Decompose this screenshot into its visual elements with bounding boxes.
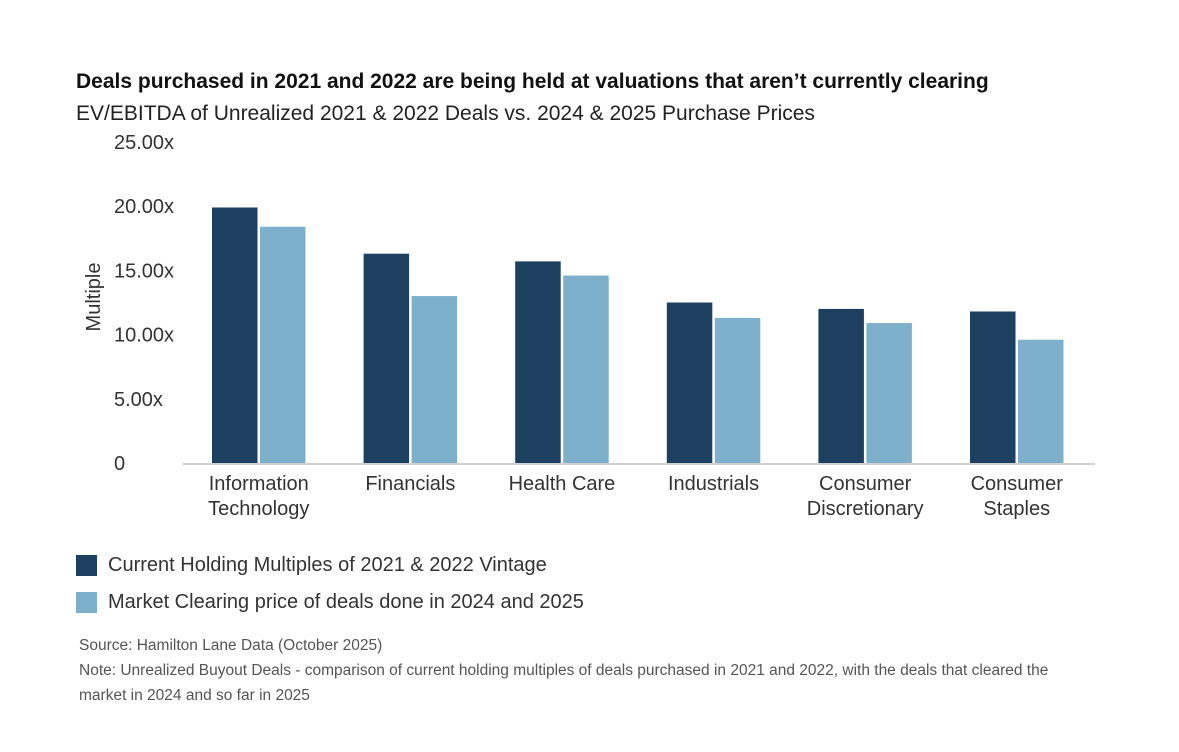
x-tick-label: Financials — [365, 473, 455, 495]
x-tick-label: Consumer — [819, 473, 912, 495]
y-tick-label: 25.00x — [114, 132, 174, 154]
x-tick-label: Consumer — [971, 473, 1064, 495]
bar-market-clearing — [714, 317, 761, 463]
y-tick-label: 10.00x — [114, 325, 174, 347]
y-tick-label: 20.00x — [114, 196, 174, 218]
y-axis-label: Multiple — [83, 263, 105, 332]
legend: Current Holding Multiples of 2021 & 2022… — [76, 553, 584, 627]
y-tick-label: 15.00x — [114, 260, 174, 282]
x-axis-labels: Information Technology Financials Health Ca… — [208, 473, 1063, 520]
bar-current-holding — [212, 207, 258, 463]
legend-item-market-clearing: Market Clearing price of deals done in 2… — [76, 590, 584, 614]
bar-current-holding — [970, 311, 1016, 463]
y-tick-label: 5.00x — [114, 389, 163, 411]
bar-current-holding — [515, 261, 561, 463]
legend-swatch-market-clearing — [76, 591, 97, 613]
chart-title: Deals purchased in 2021 and 2022 are bei… — [76, 70, 989, 93]
note-text: Note: Unrealized Buyout Deals - comparis… — [79, 662, 1049, 704]
x-tick-label: Health Care — [509, 473, 616, 495]
x-tick-label: Technology — [208, 498, 309, 520]
footer-notes: Source: Hamilton Lane Data (October 2025… — [79, 633, 1089, 708]
bar-market-clearing — [866, 323, 912, 463]
bar-chart: Multiple 05.00x10.00x15.00x20.00x25.00x … — [83, 132, 1095, 520]
y-axis-ticks: 0 5.00x 10.00x 15.00x 20.00x 25.00x — [114, 132, 174, 475]
legend-item-current-holding: Current Holding Multiples of 2021 & 2022… — [76, 553, 584, 577]
bar-market-clearing — [411, 296, 458, 463]
chart-subtitle: EV/EBITDA of Unrealized 2021 & 2022 Deal… — [76, 102, 815, 125]
x-tick-label: Discretionary — [807, 498, 924, 520]
x-tick-label: Industrials — [668, 473, 759, 495]
bar-current-holding — [666, 302, 713, 463]
legend-label-current-holding: Current Holding Multiples of 2021 & 2022… — [108, 553, 547, 576]
bar-current-holding — [818, 308, 864, 463]
y-tick-label: 0 — [114, 453, 125, 475]
x-tick-label: Staples — [983, 498, 1050, 520]
bar-market-clearing — [260, 226, 306, 463]
legend-label-market-clearing: Market Clearing price of deals done in 2… — [108, 590, 584, 613]
bar-current-holding — [363, 253, 410, 463]
bar-market-clearing — [563, 275, 609, 463]
legend-swatch-current-holding — [76, 554, 97, 576]
bar-market-clearing — [1018, 339, 1064, 463]
source-text: Source: Hamilton Lane Data (October 2025… — [79, 637, 383, 654]
x-tick-label: Information — [209, 473, 309, 495]
bars — [212, 207, 1064, 463]
